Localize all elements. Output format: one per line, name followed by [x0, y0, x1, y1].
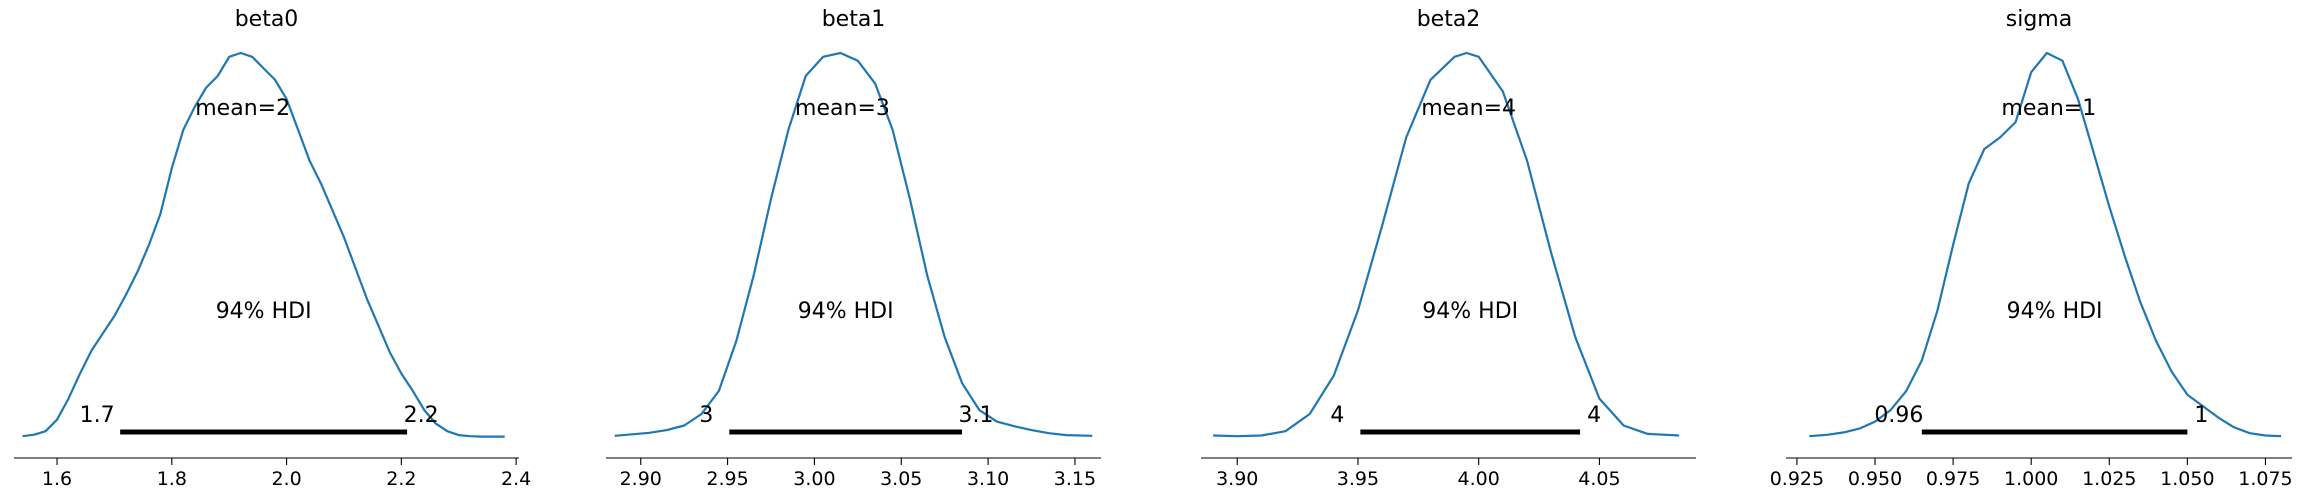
panel-title: sigma	[2006, 7, 2072, 32]
x-tick-label: 3.10	[967, 468, 1009, 490]
panel-title: beta1	[822, 7, 886, 32]
mean-label: mean=2	[195, 96, 290, 121]
x-tick-label: 1.075	[2238, 468, 2292, 490]
hdi-caption: 94% HDI	[798, 299, 894, 324]
x-tick-label: 1.050	[2160, 468, 2214, 490]
x-tick-label: 2.2	[386, 468, 416, 490]
hdi-caption: 94% HDI	[2007, 299, 2103, 324]
hdi-caption: 94% HDI	[1422, 299, 1518, 324]
panel-title: beta2	[1417, 7, 1481, 32]
hdi-high-label: 1	[2194, 403, 2208, 428]
x-tick-label: 1.000	[2004, 468, 2058, 490]
x-tick-label: 1.025	[2082, 468, 2136, 490]
hdi-high-label: 3.1	[959, 403, 994, 428]
hdi-high-label: 2.2	[404, 403, 439, 428]
x-tick-label: 3.05	[880, 468, 922, 490]
x-tick-label: 4.05	[1578, 468, 1620, 490]
hdi-caption: 94% HDI	[216, 299, 312, 324]
x-tick-label: 0.925	[1770, 468, 1824, 490]
density-curve	[614, 51, 1093, 437]
mean-label: mean=3	[795, 96, 890, 121]
x-tick-label: 1.6	[42, 468, 72, 490]
x-tick-label: 2.0	[271, 468, 301, 490]
mean-label: mean=4	[1421, 96, 1516, 121]
mean-label: mean=1	[2001, 96, 2096, 121]
density-curve	[1213, 51, 1680, 438]
x-tick-label: 3.00	[793, 468, 835, 490]
x-tick-label: 0.975	[1926, 468, 1980, 490]
x-tick-label: 2.4	[501, 468, 531, 490]
panel-sigma: sigma 0.925 0.950 0.975 1.000 1.025 1.050 1.075…	[1770, 7, 2293, 490]
x-tick-label: 3.15	[1054, 468, 1096, 490]
panel-beta1: beta1 2.90 2.95 3.00 3.05 3.10 3.15 3 3.1 94% HDI…	[606, 7, 1101, 490]
x-tick-label: 0.950	[1848, 468, 1902, 490]
hdi-low-label: 4	[1330, 403, 1344, 428]
x-tick-label: 2.95	[706, 468, 748, 490]
panel-title: beta0	[235, 7, 299, 32]
x-tick-label: 2.90	[620, 468, 662, 490]
x-tick-label: 4.00	[1458, 468, 1500, 490]
x-tick-label: 3.90	[1216, 468, 1258, 490]
hdi-high-label: 4	[1587, 403, 1601, 428]
hdi-low-label: 3	[699, 403, 713, 428]
panel-beta0: beta0 1.6 1.8 2.0 2.2 2.4 1.7 2.2 94% HDI mean=2	[14, 7, 531, 490]
density-curve	[1809, 51, 2282, 438]
density-curve	[22, 51, 505, 438]
x-tick-label: 1.8	[157, 468, 187, 490]
x-tick-label: 3.95	[1337, 468, 1379, 490]
hdi-low-label: 1.7	[80, 403, 115, 428]
hdi-low-label: 0.96	[1874, 403, 1923, 428]
panel-beta2: beta2 3.90 3.95 4.00 4.05 4 4 94% HDI mean=4	[1201, 7, 1696, 490]
